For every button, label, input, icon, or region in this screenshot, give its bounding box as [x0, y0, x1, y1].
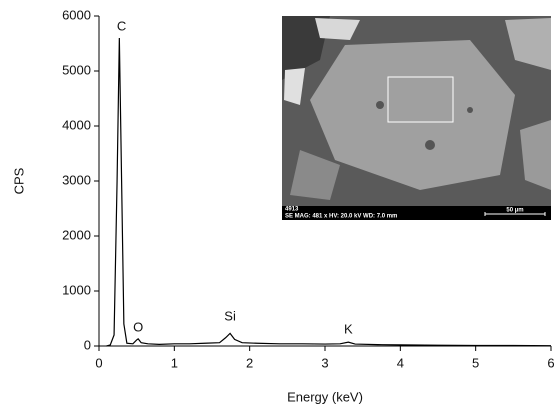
sem-particle [315, 18, 360, 40]
peak-label: Si [224, 308, 236, 323]
sem-region [282, 16, 330, 80]
sem-selection [387, 76, 454, 123]
sem-pore [467, 107, 473, 113]
x-tick-label: 6 [547, 355, 554, 370]
x-axis-label: Energy (keV) [287, 389, 363, 404]
peak-label: O [133, 319, 143, 334]
y-tick-label: 1000 [62, 282, 91, 297]
sem-pore [425, 140, 435, 150]
spectrum-line [106, 37, 552, 347]
sem-particle [290, 150, 340, 200]
sem-scale-bar [484, 212, 546, 216]
y-tick-label: 5000 [62, 62, 91, 77]
sem-info: SE MAG: 481 x HV: 20.0 kV WD: 7.0 mm [285, 214, 397, 220]
y-tick-label: 6000 [62, 7, 91, 22]
y-tick-label: 2000 [62, 227, 91, 242]
sem-inset: 4913 SE MAG: 481 x HV: 20.0 kV WD: 7.0 m… [282, 16, 551, 220]
sem-particle [520, 120, 551, 190]
y-tick-label: 4000 [62, 117, 91, 132]
sem-id: 4913 [285, 207, 299, 213]
x-tick-label: 2 [246, 355, 253, 370]
peak-label: K [344, 321, 353, 336]
x-tick-label: 1 [171, 355, 178, 370]
x-tick-label: 4 [397, 355, 404, 370]
x-tick-label: 5 [472, 355, 479, 370]
y-tick-label: 3000 [62, 172, 91, 187]
sem-particle [284, 68, 305, 105]
y-axis-label: CPS [11, 167, 26, 194]
x-tick-label: 3 [321, 355, 328, 370]
sem-particle [310, 40, 515, 190]
y-tick-label: 0 [84, 337, 91, 352]
x-tick-label: 0 [95, 355, 102, 370]
sem-particle [505, 18, 551, 70]
sem-info-bar [282, 206, 551, 220]
sem-scale-label: 50 µm [506, 208, 523, 214]
peak-label: C [117, 18, 126, 33]
sem-pore [376, 101, 384, 109]
